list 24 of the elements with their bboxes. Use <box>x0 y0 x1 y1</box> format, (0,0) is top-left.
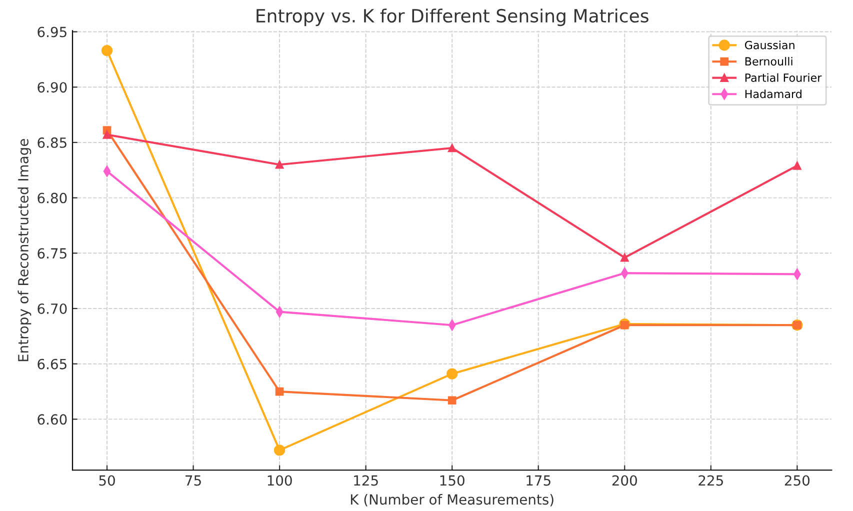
x-tick-label: 200 <box>612 475 637 486</box>
legend-label: Gaussian <box>744 40 794 50</box>
x-tick-label: 150 <box>440 475 464 486</box>
x-tick-label: 125 <box>354 475 378 486</box>
y-tick-label: 6.85 <box>38 137 66 148</box>
x-tick-label: 225 <box>698 475 723 486</box>
y-tick-label: 6.70 <box>38 303 67 314</box>
y-tick-label: 6.75 <box>38 248 66 259</box>
legend-label: Hadamard <box>745 90 802 98</box>
legend-label: Partial Fourier <box>745 73 822 82</box>
chart-title: Entropy vs. K for Different Sensing Matrices <box>256 8 648 26</box>
x-tick-label: 50 <box>99 475 115 486</box>
legend-label: Bernoulli <box>745 56 792 66</box>
y-axis-title: Entropy of Reconstructed Image <box>18 139 32 362</box>
y-tick-label: 6.95 <box>38 26 66 38</box>
x-tick-label: 100 <box>268 475 292 486</box>
x-axis-title: K (Number of Measurements) <box>350 494 554 506</box>
y-tick-label: 6.90 <box>38 82 67 93</box>
y-tick-label: 6.65 <box>38 358 66 370</box>
x-tick-label: 75 <box>186 475 201 486</box>
y-tick-label: 6.80 <box>38 192 67 204</box>
y-tick-label: 6.60 <box>38 414 67 425</box>
x-tick-label: 250 <box>784 475 810 486</box>
x-tick-label: 175 <box>526 475 550 486</box>
